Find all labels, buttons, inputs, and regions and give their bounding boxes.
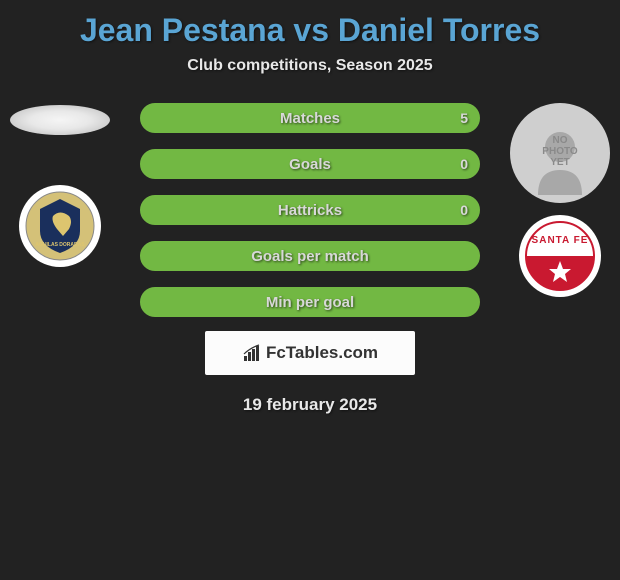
stat-label: Hattricks <box>278 202 342 219</box>
player-left-column: AGUILAS DORADAS <box>0 103 120 323</box>
player-right-column: NOPHOTOYET SANTA FE <box>500 103 620 323</box>
stat-label: Goals per match <box>251 248 369 265</box>
bar-chart-icon <box>242 344 262 362</box>
stat-value-right: 5 <box>460 110 468 126</box>
stat-bar: Goals 0 <box>140 149 480 179</box>
watermark-badge: FcTables.com <box>205 331 415 375</box>
aguilas-crest-icon: AGUILAS DORADAS <box>25 191 95 261</box>
stats-area: AGUILAS DORADAS NOPHOTOYET SANTA FE Matc… <box>0 103 620 323</box>
svg-text:AGUILAS DORADAS: AGUILAS DORADAS <box>35 242 85 248</box>
stat-bar: Matches 5 <box>140 103 480 133</box>
stat-label: Min per goal <box>266 294 354 311</box>
page-title: Jean Pestana vs Daniel Torres <box>0 0 620 49</box>
watermark-text: FcTables.com <box>266 343 378 363</box>
stat-value-right: 0 <box>460 202 468 218</box>
stat-bars: Matches 5 Goals 0 Hattricks 0 Goals per match M… <box>140 103 480 317</box>
stat-value-right: 0 <box>460 156 468 172</box>
no-photo-label: NOPHOTOYET <box>542 135 577 168</box>
date-label: 19 february 2025 <box>0 395 620 415</box>
player-left-photo <box>10 105 110 135</box>
svg-text:SANTA FE: SANTA FE <box>532 235 589 246</box>
subtitle: Club competitions, Season 2025 <box>0 57 620 75</box>
club-logo-left: AGUILAS DORADAS <box>19 185 101 267</box>
stat-bar: Goals per match <box>140 241 480 271</box>
club-logo-right: SANTA FE <box>519 215 601 297</box>
stat-bar: Min per goal <box>140 287 480 317</box>
stat-label: Goals <box>289 156 331 173</box>
player-right-no-photo: NOPHOTOYET <box>510 103 610 203</box>
stat-bar: Hattricks 0 <box>140 195 480 225</box>
stat-label: Matches <box>280 110 340 127</box>
santafe-crest-icon: SANTA FE <box>525 221 595 291</box>
